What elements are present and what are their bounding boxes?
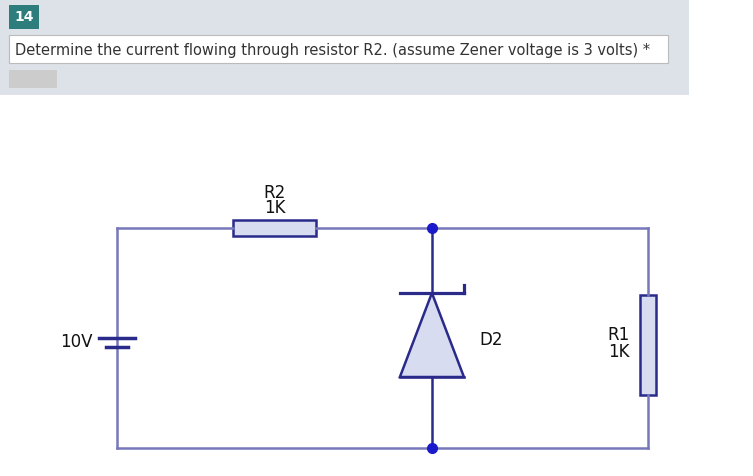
Text: R1: R1 <box>608 326 630 344</box>
Polygon shape <box>400 293 464 377</box>
Text: R2: R2 <box>264 184 285 202</box>
Text: 14: 14 <box>14 10 34 24</box>
Text: Determine the current flowing through resistor R2. (assume Zener voltage is 3 vo: Determine the current flowing through re… <box>14 42 650 58</box>
Bar <box>9 5 39 29</box>
Bar <box>0 0 689 95</box>
Text: D2: D2 <box>480 331 503 349</box>
Text: 1K: 1K <box>608 343 630 361</box>
Bar <box>9 35 668 63</box>
Bar <box>233 220 316 236</box>
Text: 10V: 10V <box>59 333 92 351</box>
Bar <box>639 295 656 395</box>
Text: 1K: 1K <box>264 199 285 217</box>
Bar <box>9 70 56 88</box>
